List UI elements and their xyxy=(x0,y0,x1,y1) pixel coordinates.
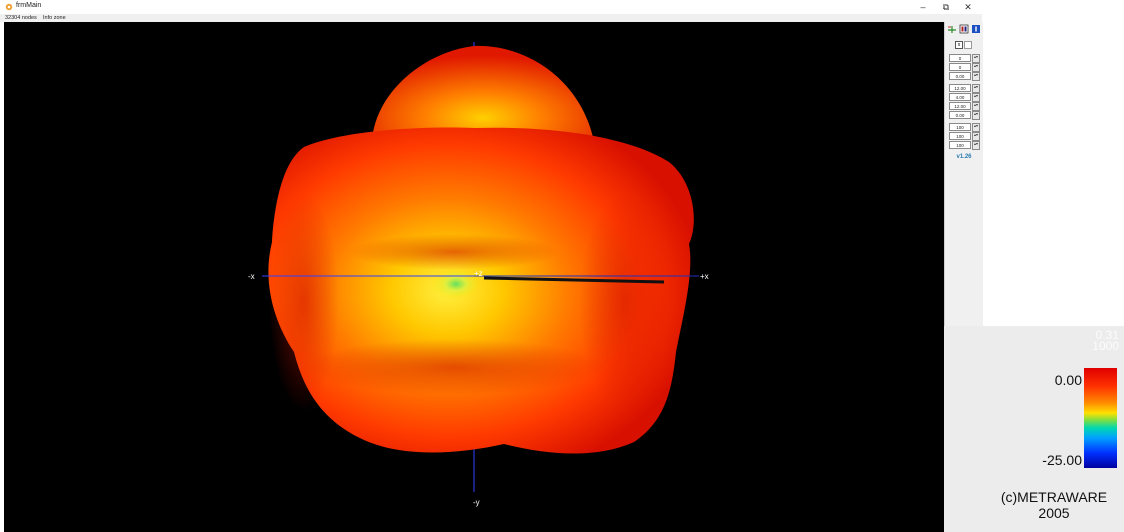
axis-label-neg-y: -y xyxy=(473,498,480,507)
view-field-4-input[interactable] xyxy=(949,111,971,119)
rotation-z-input[interactable] xyxy=(949,72,971,80)
scale-fields: ▴▾ ▴▾ ▴▾ xyxy=(949,123,980,150)
shade-band-top xyxy=(349,234,559,270)
shade-band-bottom xyxy=(304,339,604,395)
window-title: frmMain xyxy=(16,2,42,9)
node-count: 32304 nodes xyxy=(5,15,37,21)
spin-up-down-icon[interactable]: ▴▾ xyxy=(972,102,980,111)
view-field-2-input[interactable] xyxy=(949,93,971,101)
title-bar: frmMain – ⧉ ✕ xyxy=(0,0,982,14)
copyright-line-2: 2005 xyxy=(1038,505,1070,521)
radiation-lobe-top xyxy=(372,45,594,143)
spin-up-down-icon[interactable]: ▴▾ xyxy=(972,54,980,63)
shade-left xyxy=(269,192,339,412)
scale-z-input[interactable] xyxy=(949,141,971,149)
version-label: v1.26 xyxy=(956,154,972,160)
restore-button[interactable]: ⧉ xyxy=(942,2,950,12)
status-bar: 32304 nodes Info zone xyxy=(0,14,982,22)
spin-up-down-icon[interactable]: ▴▾ xyxy=(972,63,980,72)
scale-y-input[interactable] xyxy=(949,132,971,140)
tool-panel: x ▴▾ ▴▾ ▴▾ ▴▾ ▴▾ ▴▾ ▴▾ ▴▾ ▴▾ ▴▾ v1.26 xyxy=(944,22,983,326)
axis-label-neg-x: -x xyxy=(248,272,255,281)
shade-right xyxy=(579,192,669,412)
legend-ghost-text: 0.31 1000 xyxy=(1092,328,1119,353)
minimize-button[interactable]: – xyxy=(920,2,926,12)
copyright-line-1: (c)METRAWARE xyxy=(1000,489,1108,505)
legend-min-value: -25.00 xyxy=(1042,452,1082,468)
legend-max-value: 0.00 xyxy=(1054,372,1082,388)
spin-up-down-icon[interactable]: ▴▾ xyxy=(972,132,980,141)
axes-tool-icon[interactable] xyxy=(947,24,957,34)
rotation-x-input[interactable] xyxy=(949,54,971,62)
view-fields: ▴▾ ▴▾ ▴▾ ▴▾ xyxy=(949,84,980,120)
checkbox-secondary[interactable] xyxy=(964,41,972,49)
info-tool-icon[interactable] xyxy=(971,24,981,34)
close-button[interactable]: ✕ xyxy=(964,2,972,12)
colorbar xyxy=(1084,368,1117,468)
spin-up-down-icon[interactable]: ▴▾ xyxy=(972,72,980,81)
view-field-3-input[interactable] xyxy=(949,102,971,110)
axis-label-pos-z: +z xyxy=(474,269,483,278)
app-icon xyxy=(5,3,13,11)
axis-line-x-shadow xyxy=(483,276,665,284)
checkbox-primary[interactable]: x xyxy=(955,41,963,49)
spin-up-down-icon[interactable]: ▴▾ xyxy=(972,93,980,102)
rotation-y-input[interactable] xyxy=(949,63,971,71)
spin-up-down-icon[interactable]: ▴▾ xyxy=(972,123,980,132)
copyright-text: (c)METRAWARE 2005 xyxy=(984,489,1124,521)
view-field-1-input[interactable] xyxy=(949,84,971,92)
spin-up-down-icon[interactable]: ▴▾ xyxy=(972,84,980,93)
3d-viewport[interactable]: -x +x +z -y xyxy=(4,22,944,532)
info-zone: Info zone xyxy=(43,15,66,21)
spin-up-down-icon[interactable]: ▴▾ xyxy=(972,111,980,120)
axis-label-pos-x: +x xyxy=(700,272,709,281)
scale-x-input[interactable] xyxy=(949,123,971,131)
grid-tool-icon[interactable] xyxy=(959,24,969,34)
color-legend: 0.31 1000 0.00 -25.00 (c)METRAWARE 2005 xyxy=(944,326,1124,532)
spin-up-down-icon[interactable]: ▴▾ xyxy=(972,141,980,150)
rotation-fields: ▴▾ ▴▾ ▴▾ xyxy=(949,54,980,81)
